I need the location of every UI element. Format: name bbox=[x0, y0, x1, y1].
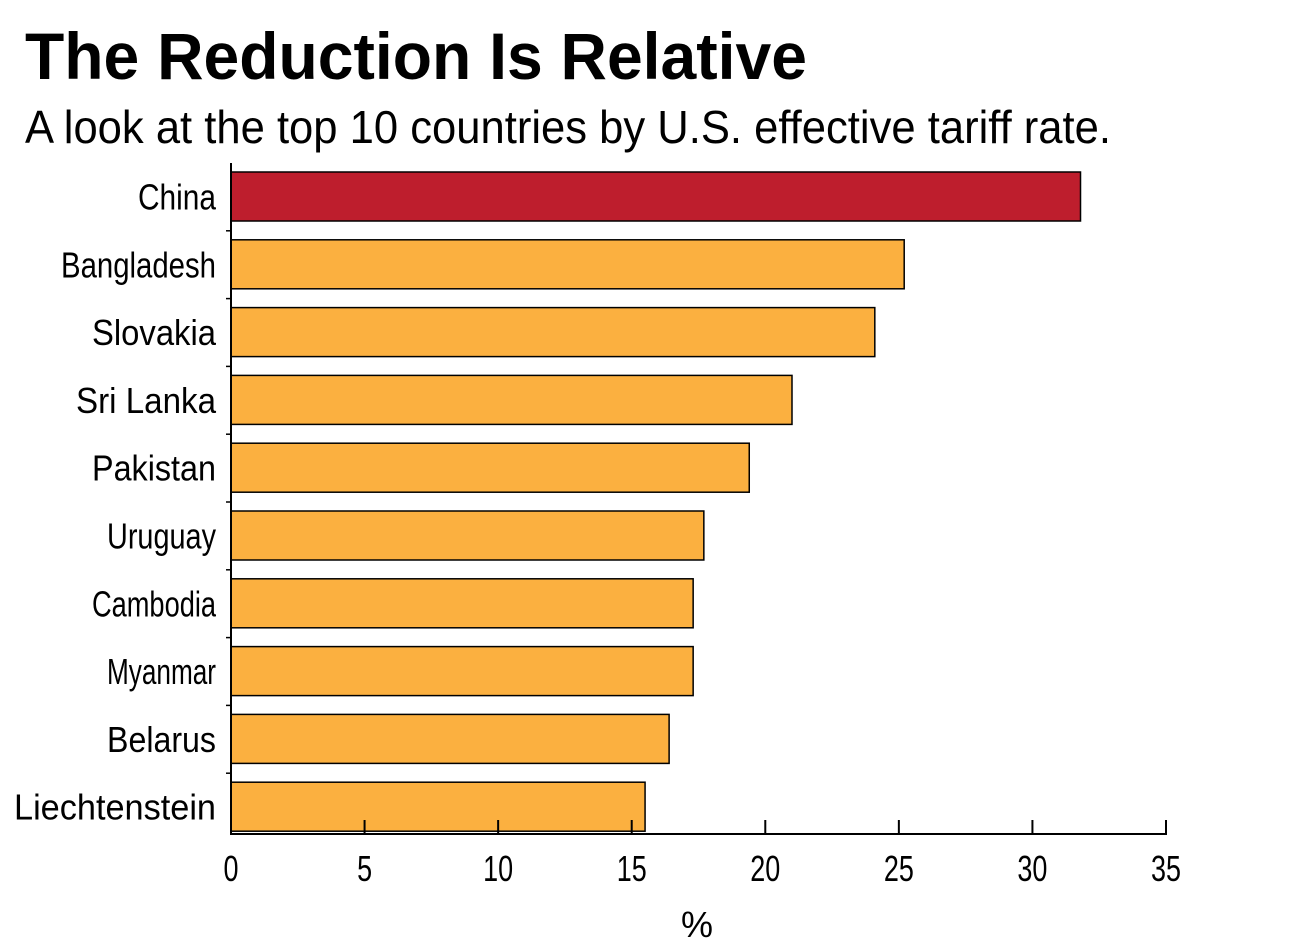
bar-bangladesh bbox=[230, 239, 905, 290]
bar-cambodia bbox=[230, 578, 694, 629]
bar-myanmar bbox=[230, 645, 694, 697]
x-tick-label: 25 bbox=[884, 848, 914, 889]
x-tick-label: 35 bbox=[1151, 848, 1181, 889]
x-tick-label: 10 bbox=[483, 848, 513, 889]
category-label: China bbox=[138, 177, 217, 218]
x-axis-label: % bbox=[681, 904, 713, 945]
category-label: Slovakia bbox=[92, 312, 217, 353]
category-label: Belarus bbox=[107, 719, 216, 760]
category-label: Pakistan bbox=[92, 448, 216, 489]
bar-uruguay bbox=[230, 510, 705, 561]
category-label: Cambodia bbox=[92, 583, 217, 624]
x-tick-label: 0 bbox=[224, 848, 239, 889]
chart-title: The Reduction Is Relative bbox=[25, 19, 807, 93]
bar-pakistan bbox=[230, 442, 751, 493]
chart-subtitle: A look at the top 10 countries by U.S. e… bbox=[25, 101, 1111, 153]
x-tick-label: 30 bbox=[1017, 848, 1047, 889]
category-label: Myanmar bbox=[107, 651, 216, 692]
category-label: Sri Lanka bbox=[76, 380, 217, 421]
category-label: Bangladesh bbox=[61, 244, 216, 285]
bar-belarus bbox=[230, 713, 670, 765]
x-tick-label: 20 bbox=[750, 848, 780, 889]
bar-liechtenstein bbox=[230, 781, 646, 832]
x-tick-label: 5 bbox=[357, 848, 372, 889]
bar-slovakia bbox=[230, 306, 876, 358]
bar-china bbox=[230, 171, 1082, 222]
bar-sri-lanka bbox=[230, 374, 793, 426]
category-label: Uruguay bbox=[107, 516, 216, 557]
category-label: Liechtenstein bbox=[14, 787, 216, 828]
x-tick-label: 15 bbox=[617, 848, 647, 889]
